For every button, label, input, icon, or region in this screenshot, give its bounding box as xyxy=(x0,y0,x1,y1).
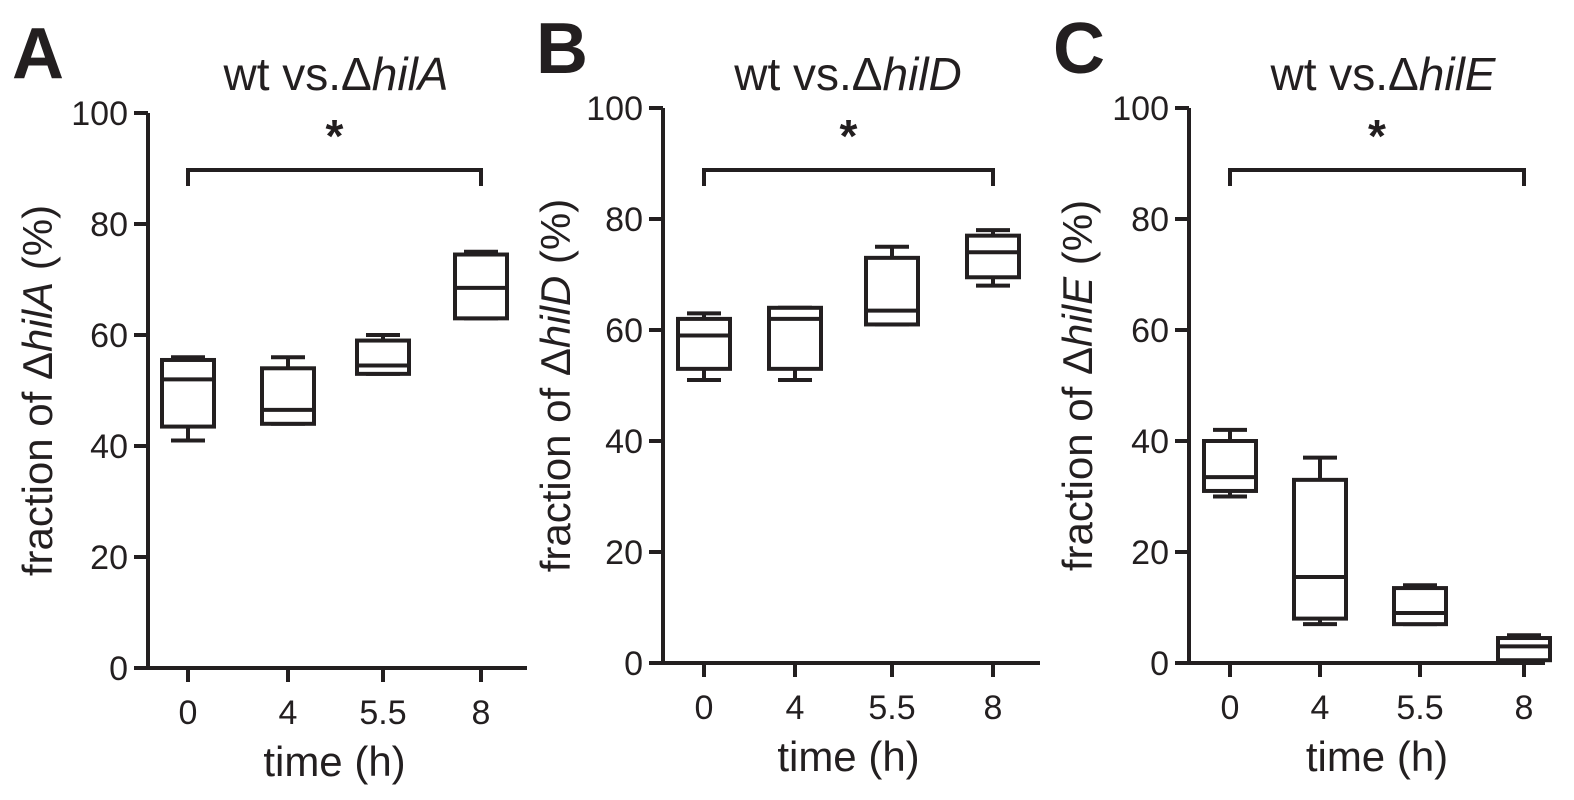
x-tick-label: 0 xyxy=(1221,689,1240,727)
x-tick-label: 5.5 xyxy=(868,689,915,727)
significance-star: * xyxy=(1368,110,1386,162)
y-tick-label: 80 xyxy=(1131,201,1169,239)
y-axis-title: fraction of ΔhilD (%) xyxy=(532,199,579,573)
x-tick-label: 4 xyxy=(786,689,805,727)
x-tick-label: 4 xyxy=(1311,689,1330,727)
y-axis-title-prefix: fraction of xyxy=(532,376,579,572)
y-tick-label: 60 xyxy=(1131,312,1169,350)
y-axis-title: fraction of ΔhilA (%) xyxy=(14,205,61,576)
y-tick-label: 20 xyxy=(605,534,643,572)
significance-star: * xyxy=(326,110,344,162)
chart-title-prefix: wt vs. xyxy=(733,48,852,100)
y-tick-label: 40 xyxy=(1131,423,1169,461)
y-tick-label: 20 xyxy=(90,539,128,577)
box-iqr xyxy=(864,255,920,327)
y-axis-title-suffix: (%) xyxy=(1054,200,1101,277)
y-tick-label: 80 xyxy=(605,201,643,239)
y-tick-label: 60 xyxy=(90,317,128,355)
box-plot-3 xyxy=(453,249,509,321)
box-iqr xyxy=(1202,439,1258,493)
x-tick-label: 0 xyxy=(695,689,714,727)
box-plot-0 xyxy=(676,311,732,382)
box-plot-2 xyxy=(1392,583,1448,627)
box-plot-1 xyxy=(260,355,316,426)
panel-letter: B xyxy=(536,9,588,89)
box-plot-0 xyxy=(160,355,216,443)
significance-star: * xyxy=(840,110,858,162)
panel-letter: A xyxy=(12,14,64,94)
x-tick-label: 8 xyxy=(1515,689,1534,727)
box-plot-3 xyxy=(965,228,1021,288)
chart-title: wt vs.ΔhilA xyxy=(222,48,448,100)
box-iqr xyxy=(1292,477,1348,621)
y-axis-title-delta: Δ xyxy=(532,348,579,376)
box-iqr xyxy=(965,233,1021,280)
y-tick-label: 0 xyxy=(109,650,128,688)
y-axis-title-gene: hilA xyxy=(14,282,61,352)
y-tick-label: 100 xyxy=(586,90,643,128)
x-tick-label: 5.5 xyxy=(359,694,406,732)
y-tick-label: 0 xyxy=(1150,645,1169,683)
significance-bracket xyxy=(1228,168,1526,186)
chart-title: wt vs.ΔhilD xyxy=(733,48,962,100)
chart-title-prefix: wt vs. xyxy=(1269,48,1388,100)
box-iqr xyxy=(1392,586,1448,627)
y-axis-title-delta: Δ xyxy=(14,352,61,380)
y-axis-title-gene: hilE xyxy=(1054,276,1101,347)
y-axis-title-suffix: (%) xyxy=(14,205,61,282)
chart-title-delta: Δ xyxy=(1388,48,1419,100)
chart-title-gene: hilA xyxy=(372,48,449,100)
y-axis-title-gene: hilD xyxy=(532,276,579,348)
y-tick-label: 80 xyxy=(90,206,128,244)
chart-title-gene: hilD xyxy=(883,48,962,100)
box-iqr xyxy=(160,357,216,429)
significance-bracket xyxy=(702,168,995,186)
box-iqr xyxy=(1496,636,1552,663)
box-iqr xyxy=(260,366,316,426)
y-axis-title-prefix: fraction of xyxy=(14,380,61,576)
chart-title-delta: Δ xyxy=(852,48,883,100)
box-plot-3 xyxy=(1496,633,1552,665)
chart-title: wt vs.ΔhilE xyxy=(1269,48,1496,100)
x-axis-title: time (h) xyxy=(777,733,919,780)
y-axis-title: fraction of ΔhilE (%) xyxy=(1054,200,1101,571)
y-axis-title-suffix: (%) xyxy=(532,199,579,276)
y-axis-title-delta: Δ xyxy=(1054,347,1101,375)
box-plot-1 xyxy=(767,305,823,382)
y-axis-title-prefix: fraction of xyxy=(1054,375,1101,571)
y-tick-label: 100 xyxy=(71,95,128,133)
y-tick-label: 60 xyxy=(605,312,643,350)
box-plot-0 xyxy=(1202,427,1258,499)
x-axis-title: time (h) xyxy=(1306,733,1448,780)
x-tick-label: 8 xyxy=(984,689,1003,727)
x-axis-title: time (h) xyxy=(263,738,405,785)
y-tick-label: 100 xyxy=(1112,90,1169,128)
x-tick-label: 8 xyxy=(472,694,491,732)
x-tick-label: 0 xyxy=(179,694,198,732)
box-plot-1 xyxy=(1292,455,1348,627)
box-iqr xyxy=(355,338,411,376)
y-tick-label: 0 xyxy=(624,645,643,683)
panel-letter: C xyxy=(1053,9,1105,89)
x-tick-label: 5.5 xyxy=(1396,689,1443,727)
x-tick-label: 4 xyxy=(279,694,298,732)
box-iqr xyxy=(676,316,732,371)
box-plot-2 xyxy=(355,333,411,376)
y-tick-label: 40 xyxy=(90,428,128,466)
y-tick-label: 40 xyxy=(605,423,643,461)
chart-title-gene: hilE xyxy=(1419,48,1497,100)
chart-title-delta: Δ xyxy=(341,48,372,100)
significance-bracket xyxy=(186,168,483,186)
box-plot-2 xyxy=(864,244,920,327)
y-tick-label: 20 xyxy=(1131,534,1169,572)
chart-title-prefix: wt vs. xyxy=(222,48,341,100)
